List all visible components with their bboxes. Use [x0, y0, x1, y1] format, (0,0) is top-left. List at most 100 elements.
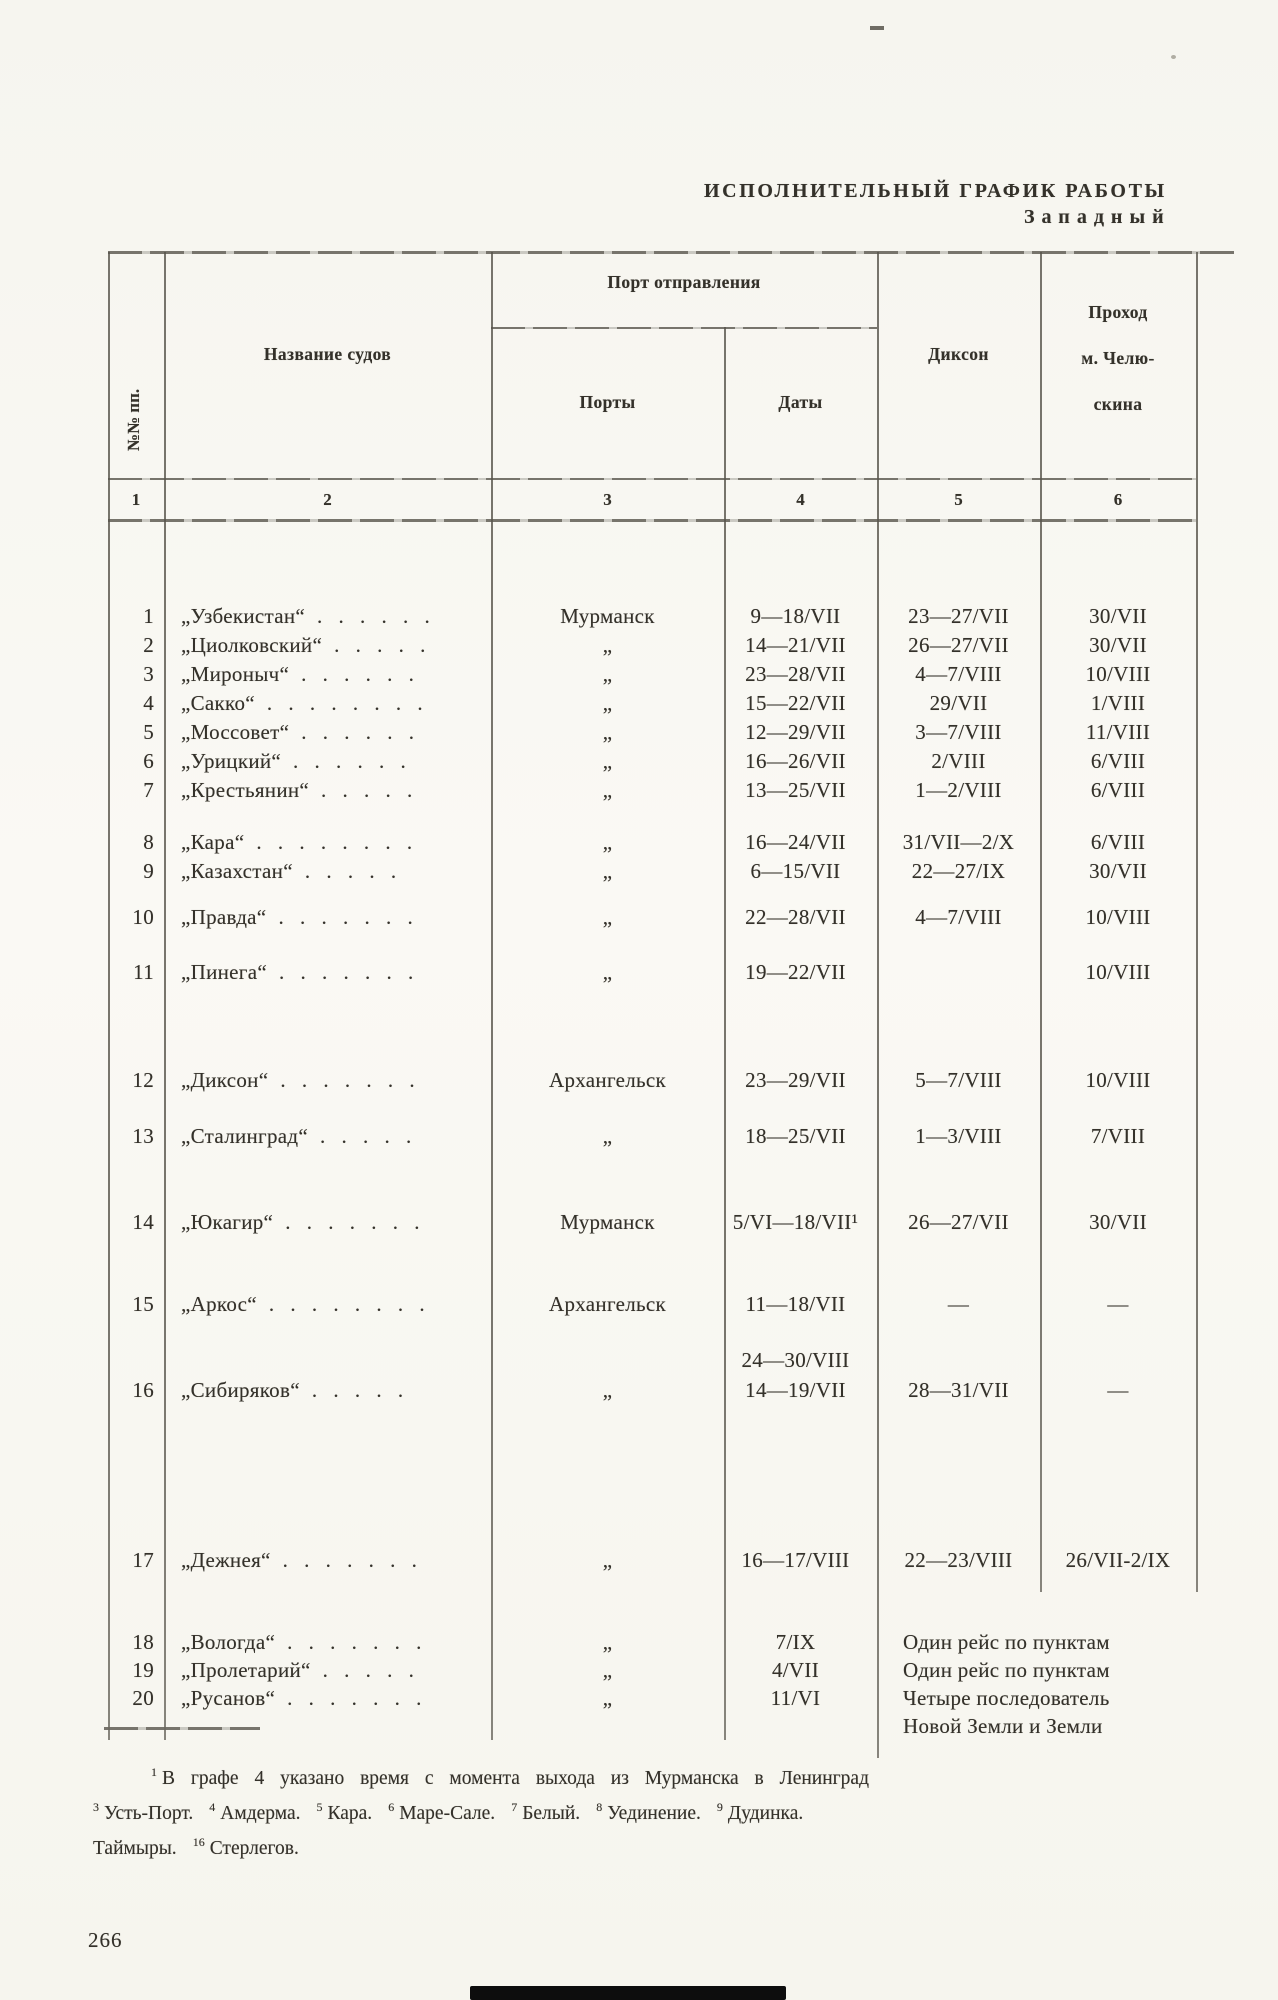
table-top-rule: [108, 251, 1234, 254]
table-row: 20 „Русанов“ . . . . . . . „ 11/VI Четыре пос…: [0, 1686, 1278, 1716]
table-row: 16 „Сибиряков“ . . . . . „ 14—19/VII 28—31/VI…: [0, 1378, 1278, 1408]
row-number: 13: [132, 1124, 154, 1148]
footnote-marker: 4: [209, 1800, 216, 1814]
chelyuskin-cell: 10/VIII: [1085, 905, 1151, 929]
chelyuskin-cell: 10/VIII: [1085, 960, 1151, 984]
dixon-cell: 26—27/VII: [908, 1210, 1009, 1234]
leader-dots: . . . . .: [320, 1124, 413, 1148]
ship-name: „Правда“: [181, 905, 267, 929]
ship-name: „Циолковский“: [181, 633, 323, 657]
column-number-2: 2: [323, 490, 332, 509]
route-note: Четыре последователь: [903, 1686, 1110, 1710]
footnote-line: Таймыры. 16 Стерлегов.: [93, 1828, 1203, 1863]
table-row: 11 „Пинега“ . . . . . . . „ 19—22/VII 10/VIII: [0, 960, 1278, 990]
leader-dots: . . . . . . . .: [266, 691, 424, 715]
ship-name-cell: „Вологда“ . . . . . . .: [181, 1630, 422, 1655]
dixon-cell: 3—7/VIII: [915, 720, 1002, 744]
footnote-text: Дудинка.: [727, 1802, 804, 1824]
departure-port-cell: „: [602, 905, 613, 929]
footnote-line: 1 В графе 4 указано время с момента выход…: [93, 1758, 1203, 1793]
leader-dots: . . . . .: [304, 859, 398, 883]
departure-dates-cell: 11—18/VII: [745, 1292, 846, 1316]
leader-dots: . . . . . . .: [287, 1630, 423, 1654]
departure-port-cell: „: [602, 1658, 613, 1682]
dixon-cell: 1—2/VIII: [915, 778, 1002, 802]
ship-name-cell: „Сибиряков“ . . . . .: [181, 1378, 404, 1403]
departure-dates-cell: 14—21/VII: [745, 633, 846, 657]
ship-name: „Пролетарий“: [181, 1658, 311, 1682]
footnote-text: Белый.: [522, 1802, 581, 1824]
col-header-chelyuskin-line1: Проход: [1088, 302, 1148, 322]
ship-name-cell: „Сталинград“ . . . . .: [181, 1124, 412, 1149]
ship-name: „Юкагир“: [181, 1210, 274, 1234]
chelyuskin-cell: 1/VIII: [1090, 691, 1146, 715]
departure-dates-cell: 16—17/VIII: [741, 1548, 850, 1572]
table-row: 6 „Урицкий“ . . . . . . „ 16—26/VII 2/VIII 6/V…: [0, 749, 1278, 779]
row-number: 16: [132, 1378, 154, 1402]
table-row: 18 „Вологда“ . . . . . . . „ 7/IX Один рейс п…: [0, 1630, 1278, 1660]
ship-name-cell: „Русанов“ . . . . . . .: [181, 1686, 422, 1711]
col-divider-1-2: [164, 252, 166, 1740]
row-number: 12: [132, 1068, 154, 1092]
departure-port-cell: „: [602, 859, 613, 883]
ship-name-cell: „Правда“ . . . . . . .: [181, 905, 414, 930]
table-row: 13 „Сталинград“ . . . . . „ 18—25/VII 1—3/VII…: [0, 1124, 1278, 1154]
row-number: 17: [132, 1548, 154, 1572]
departure-dates-cell: 12—29/VII: [745, 720, 846, 744]
ship-name-cell: „Крестьянин“ . . . . .: [181, 778, 413, 803]
footnote-marker: 8: [596, 1800, 603, 1814]
ship-name: „Казахстан“: [181, 859, 293, 883]
table-row: 2 „Циолковский“ . . . . . „ 14—21/VII 26—27/V…: [0, 633, 1278, 663]
ship-name-cell: „Юкагир“ . . . . . . .: [181, 1210, 420, 1235]
row-number: 2: [143, 633, 154, 657]
col-header-dates: Даты: [778, 392, 823, 412]
scan-artifact-dash: [870, 26, 884, 30]
leader-dots: . . . . . .: [317, 604, 431, 628]
footnote-text: Кара.: [327, 1802, 373, 1824]
footnote-text: Стерлегов.: [209, 1837, 299, 1859]
ship-name: „Сакко“: [181, 691, 255, 715]
departure-port-cell: Мурманск: [560, 1210, 655, 1234]
table-row: 7 „Крестьянин“ . . . . . „ 13—25/VII 1—2/VIII…: [0, 778, 1278, 808]
chelyuskin-cell: 11/VIII: [1085, 720, 1151, 744]
table-row-continuation: Новой Земли и Земли: [0, 1714, 1278, 1744]
row-number: 11: [133, 960, 154, 984]
table-row: 17 „Дежнея“ . . . . . . . „ 16—17/VIII 22—23/…: [0, 1548, 1278, 1578]
ship-name: „Моссовет“: [181, 720, 290, 744]
table-row: 3 „Мироныч“ . . . . . . „ 23—28/VII 4—7/VIII 1…: [0, 662, 1278, 692]
chelyuskin-cell: 26/VII-2/IX: [1065, 1548, 1171, 1572]
departure-dates-cell: 5/VI—18/VII¹: [732, 1210, 859, 1234]
departure-port-cell: Мурманск: [560, 604, 655, 628]
departure-port-cell: „: [602, 749, 613, 773]
dixon-cell: 1—3/VIII: [915, 1124, 1002, 1148]
leader-dots: . . . . . . .: [278, 905, 414, 929]
departure-dates-cell: 23—29/VII: [745, 1068, 846, 1092]
dixon-cell: 5—7/VIII: [915, 1068, 1002, 1092]
ship-name-cell: „Моссовет“ . . . . . .: [181, 720, 415, 745]
route-note-second: Новой Земли и Земли: [903, 1714, 1103, 1738]
departure-subheader-rule: [491, 327, 877, 329]
route-note: Один рейс по пунктам: [903, 1658, 1110, 1682]
col-divider-4-5: [877, 252, 879, 1758]
chelyuskin-cell: 10/VIII: [1085, 662, 1151, 686]
leader-dots: . . . . . .: [293, 749, 407, 773]
col-header-ports: Порты: [579, 392, 636, 412]
leader-dots: . . . . .: [321, 778, 414, 802]
leader-dots: . . . . .: [334, 633, 427, 657]
departure-dates-cell: 23—28/VII: [745, 662, 846, 686]
ship-name-cell: „Диксон“ . . . . . . .: [181, 1068, 416, 1093]
column-number-5: 5: [954, 490, 963, 509]
footnote-text: В графе 4 указано время с момента выхода…: [162, 1767, 869, 1789]
ship-name-cell: „Кара“ . . . . . . . .: [181, 830, 413, 855]
route-note: Один рейс по пунктам: [903, 1630, 1110, 1654]
row-number: 14: [132, 1210, 154, 1234]
col-header-chelyuskin-line2: м. Челю-: [1081, 348, 1155, 368]
chelyuskin-cell: 6/VIII: [1090, 749, 1146, 773]
row-number: 5: [143, 720, 154, 744]
dixon-cell: 22—27/IX: [911, 859, 1006, 883]
ship-name: „Урицкий“: [181, 749, 282, 773]
col-header-dixon: Диксон: [928, 344, 989, 364]
table-row: 19 „Пролетарий“ . . . . . „ 4/VII Один рейс п…: [0, 1658, 1278, 1688]
chelyuskin-cell: 30/VII: [1089, 1210, 1147, 1234]
departure-dates-cell: 9—18/VII: [750, 604, 841, 628]
